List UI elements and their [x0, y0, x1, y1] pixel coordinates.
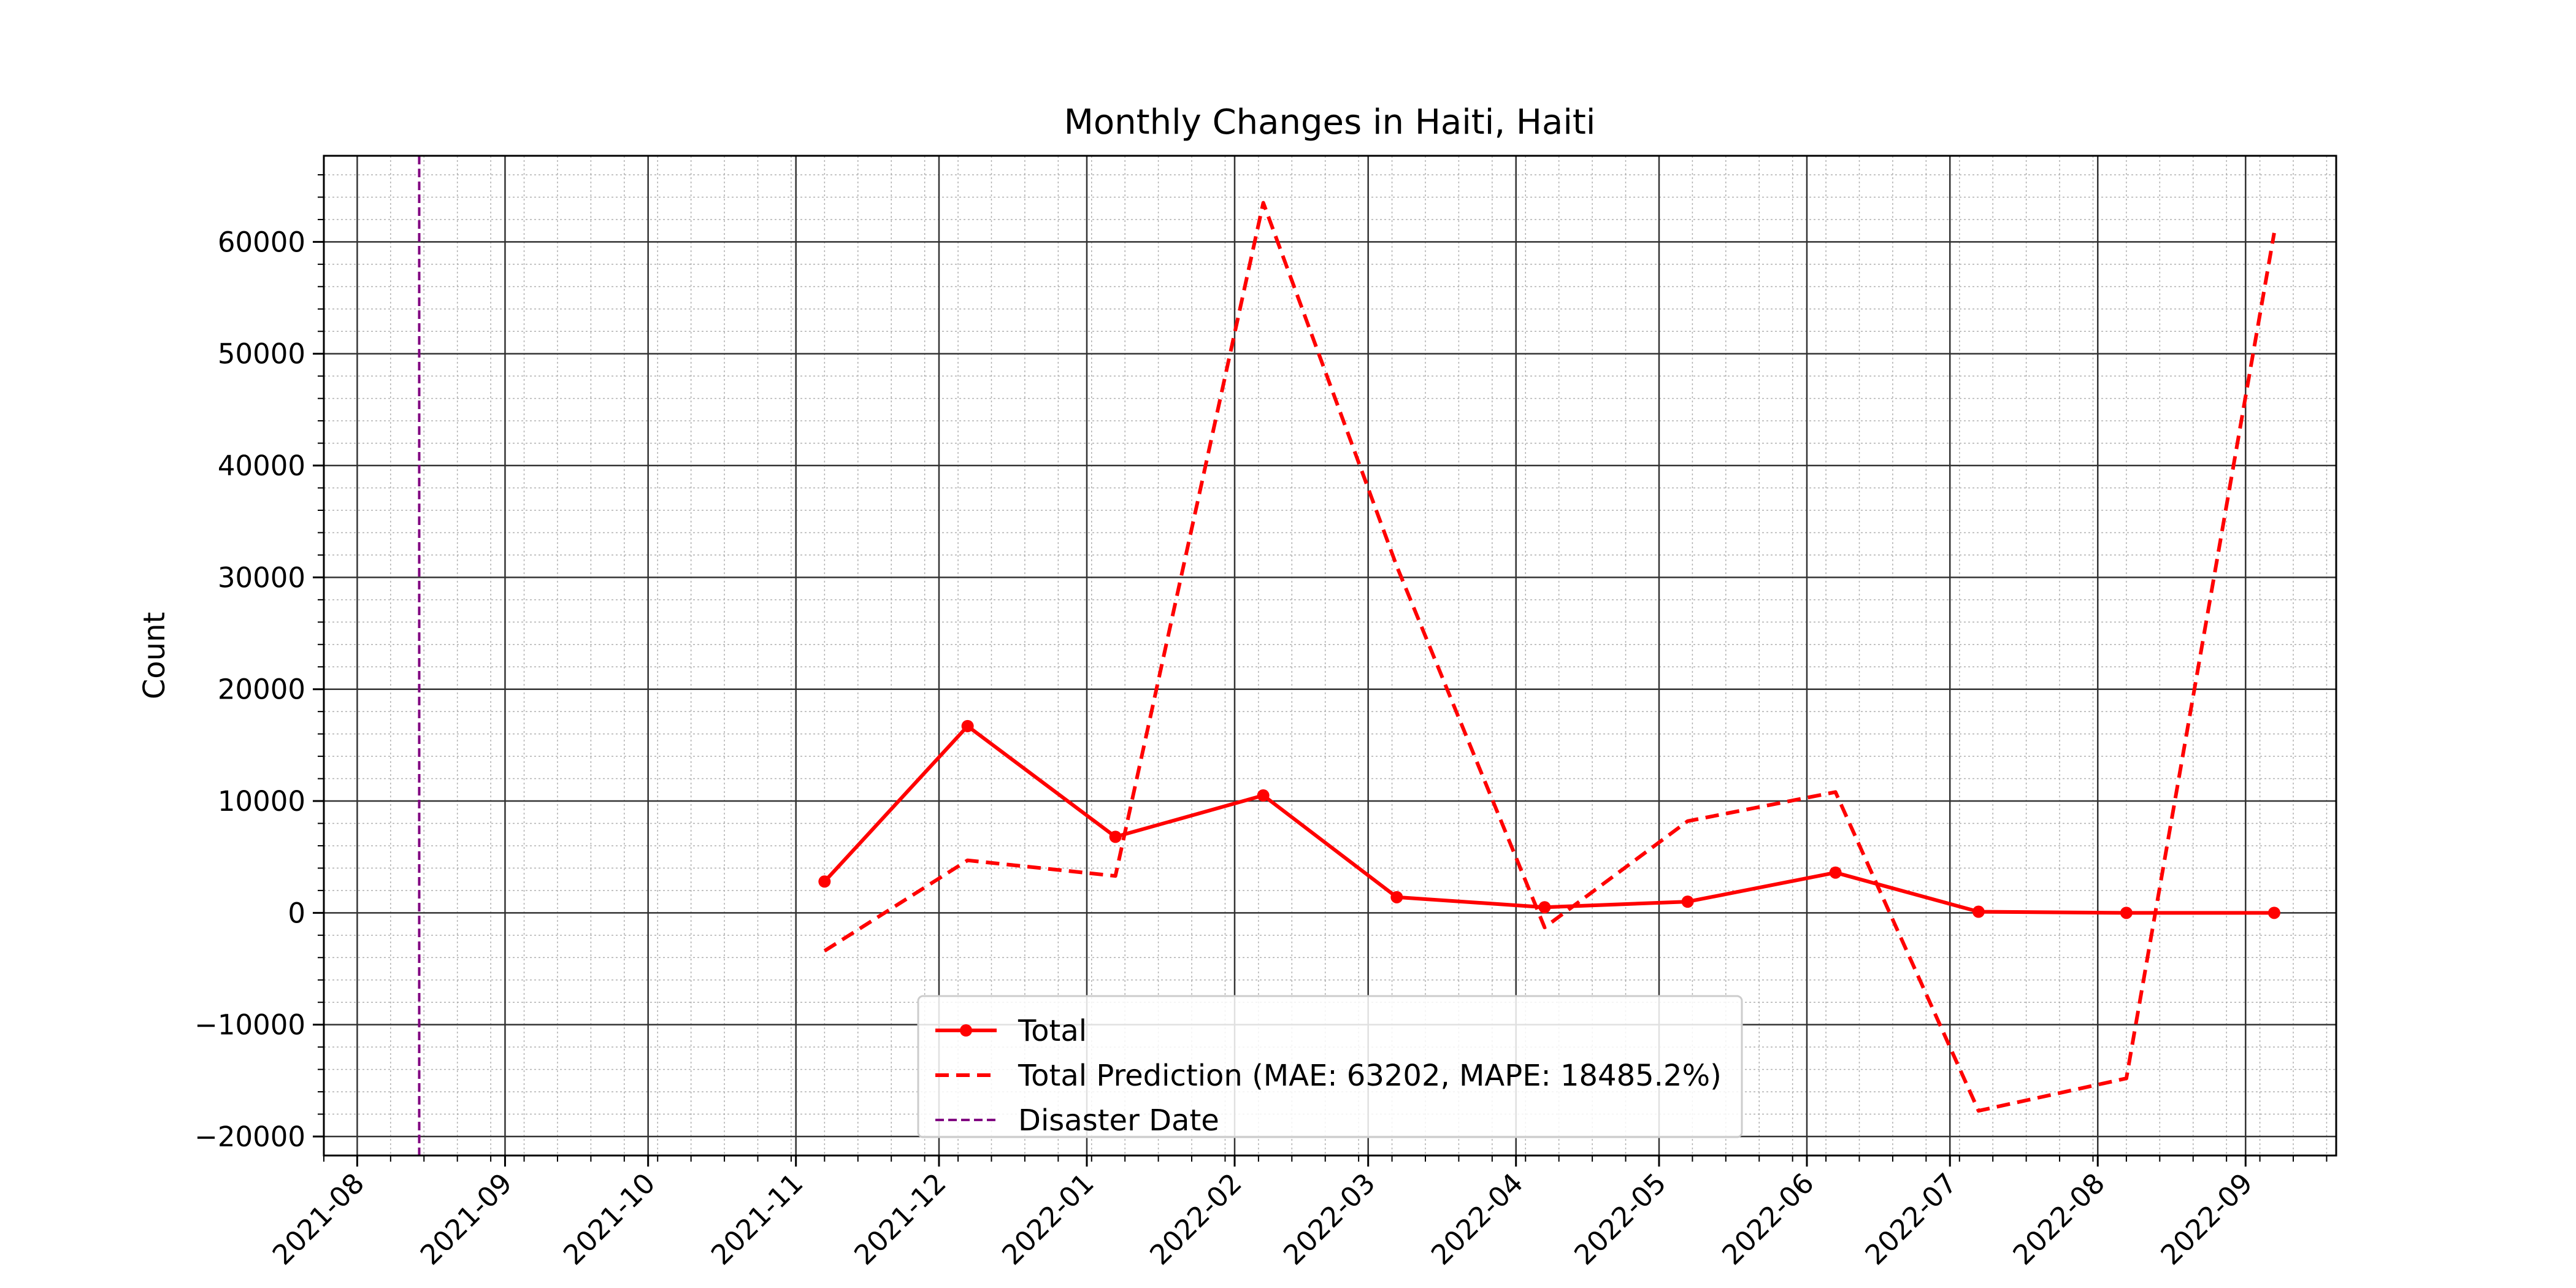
total-data-point: [1972, 905, 1985, 918]
y-tick-label: −10000: [194, 1009, 305, 1041]
series-layer: [818, 201, 2280, 1113]
total-data-point: [1109, 830, 1122, 843]
prediction-series-line: [823, 201, 2276, 1113]
y-tick-label: −20000: [194, 1121, 305, 1153]
y-tick-label: 20000: [218, 673, 305, 706]
total-data-point: [1538, 901, 1551, 914]
legend-box: [917, 995, 1743, 1138]
plot-frame: [323, 155, 2337, 1157]
tick-marks: [313, 174, 2328, 1167]
total-data-point: [1257, 789, 1270, 802]
legend-label: Total Prediction (MAE: 63202, MAPE: 1848…: [1018, 1059, 1722, 1093]
y-tick-label: 10000: [218, 785, 305, 818]
y-tick-label: 60000: [218, 226, 305, 258]
y-tick-label: 0: [288, 897, 305, 929]
legend-marker: [960, 1024, 972, 1037]
total-data-point: [2267, 907, 2280, 919]
y-tick-label: 50000: [218, 338, 305, 370]
legend-items: Total Total Prediction (MAE: 63202, MAPE:…: [935, 1014, 1722, 1138]
y-tick-label: 40000: [218, 450, 305, 482]
total-data-point: [1829, 866, 1842, 879]
chart-title: Monthly Changes in Haiti, Haiti: [1064, 102, 1596, 142]
total-data-point: [1681, 895, 1694, 908]
total-data-point: [1390, 891, 1403, 903]
total-data-point: [818, 875, 831, 888]
legend: Total Total Prediction (MAE: 63202, MAPE:…: [917, 995, 1743, 1138]
y-tick-label: 30000: [218, 561, 305, 594]
total-data-point: [961, 719, 974, 732]
legend-label: Total: [1018, 1014, 1087, 1048]
legend-label: Disaster Date: [1018, 1103, 1219, 1138]
y-axis-label: Count: [137, 612, 172, 700]
y-tick-labels: −20000 −10000 0 10000 20000 30000 40000 50000 60…: [194, 226, 305, 1153]
total-data-point: [2120, 907, 2133, 919]
